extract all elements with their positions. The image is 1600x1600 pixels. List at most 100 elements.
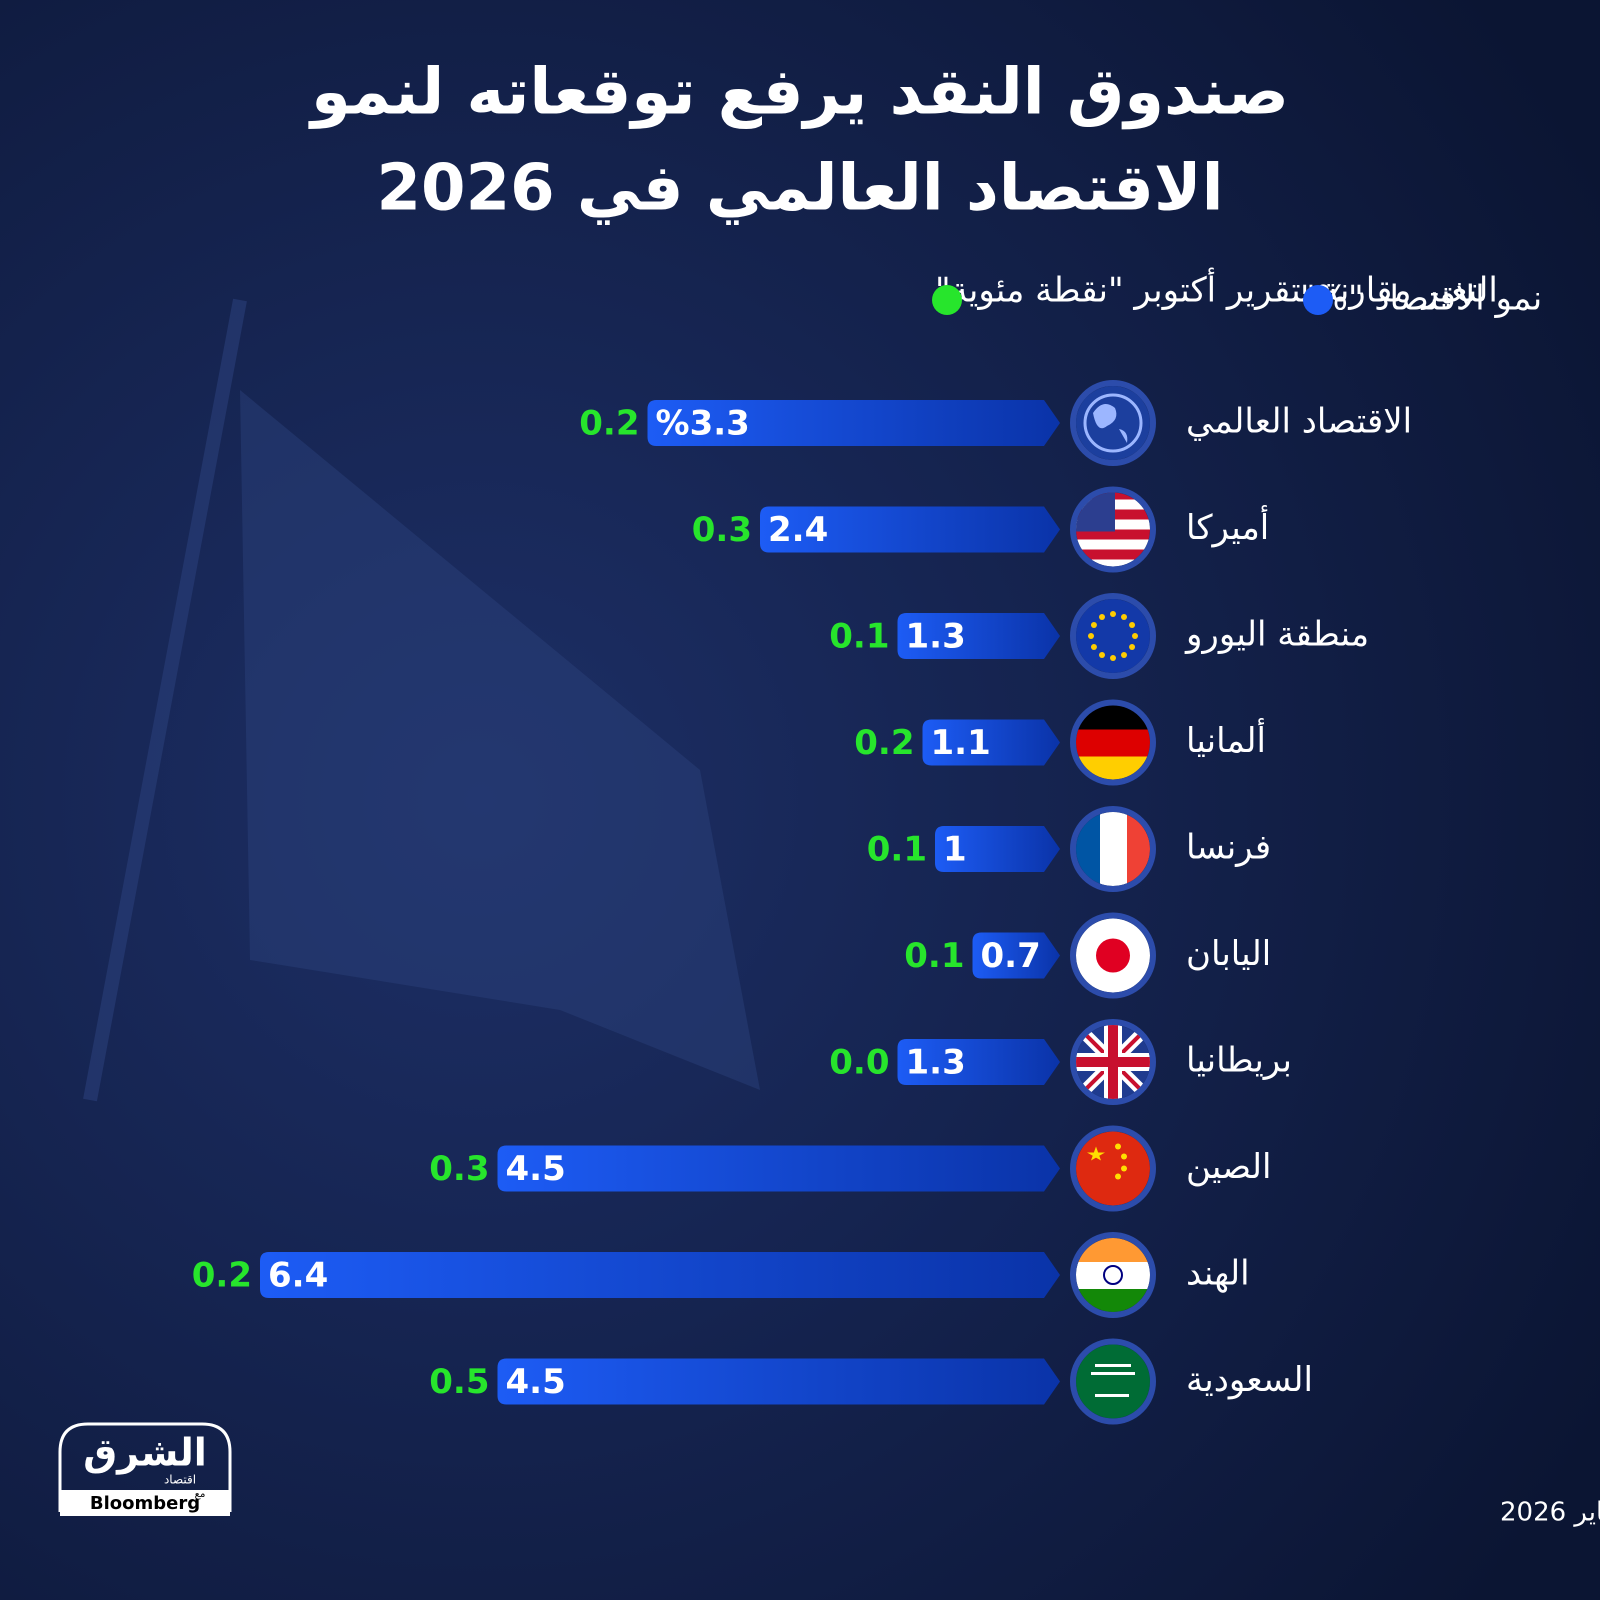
logo-partner: Bloomberg [90, 1493, 200, 1514]
flag-fill [1076, 386, 1150, 460]
change-label: 0.3 [429, 1149, 489, 1189]
flag-icon [1070, 699, 1156, 786]
flag-icon [1070, 806, 1156, 892]
category-label: اليابان [1186, 934, 1271, 974]
logo-with: مع [195, 1489, 206, 1500]
source-note: المصدر: بيانات صندوق النقد الدولي مراجعة… [1500, 1498, 1600, 1528]
flag-fill [1076, 918, 1150, 993]
flag-part [1099, 652, 1105, 659]
bar-value-label: 1.3 [906, 1043, 966, 1083]
bar [760, 506, 1060, 553]
change-label: 0.0 [829, 1043, 889, 1083]
logo-sub: اقتصاد [164, 1473, 196, 1487]
flag-ring [1070, 380, 1156, 466]
flag-ring [1070, 1125, 1156, 1212]
flag-part [1103, 1265, 1123, 1285]
flag-part [1091, 1364, 1135, 1397]
change-label: 0.3 [692, 510, 752, 550]
flag-part [1132, 633, 1138, 639]
bar [260, 1252, 1060, 1298]
flag-part [1099, 613, 1105, 620]
category-label: منطقة اليورو [1184, 615, 1369, 655]
flag-part [1088, 633, 1094, 639]
flag-part [1121, 652, 1127, 659]
change-label: 0.1 [904, 936, 964, 976]
flag-fill [1076, 599, 1150, 673]
bar-value-label: 4.5 [506, 1149, 566, 1189]
flag-fill [1076, 492, 1150, 567]
flag-part [1076, 529, 1150, 540]
flag-part [1090, 644, 1097, 650]
flag-ring [1070, 1338, 1156, 1425]
flag-part [1121, 1153, 1127, 1160]
bar [922, 719, 1060, 766]
flag-part [1110, 655, 1116, 661]
flag-part [1076, 539, 1150, 550]
legend: نمو الاقتصاد "%" التغير مقارنة بتقرير أك… [935, 268, 1542, 319]
bar-value-label: 1.3 [906, 617, 966, 657]
flag-icon [1070, 912, 1156, 999]
flag-part [1083, 393, 1143, 453]
flag-part [1076, 1131, 1150, 1206]
bar-value-label: 2.4 [768, 510, 828, 550]
flag-icon [1070, 1232, 1156, 1318]
flag-part [1127, 812, 1150, 886]
change-label: 0.2 [579, 404, 639, 444]
flag-fill [1076, 812, 1150, 886]
flag-icon [1070, 593, 1156, 679]
flag-ring [1070, 1019, 1156, 1105]
flag-icon [1070, 1338, 1156, 1425]
flag-backdrop [240, 390, 760, 1090]
flag-part [1110, 611, 1116, 617]
flag-part [1090, 622, 1097, 628]
bar-value-label: 1.1 [931, 723, 991, 763]
flag-part [1100, 812, 1127, 886]
bar [497, 1145, 1060, 1192]
bar [972, 932, 1060, 979]
bar [497, 1358, 1060, 1405]
category-label: بريطانيا [1186, 1041, 1292, 1081]
flag-icon [1070, 380, 1156, 466]
legend-label: التغير مقارنة بتقرير أكتوبر "نقطة مئوية" [935, 268, 1498, 311]
bar-value-label: 6.4 [268, 1256, 328, 1296]
flag-part [1076, 549, 1150, 560]
chart-title: الاقتصاد العالمي في 2026 [377, 152, 1224, 226]
flag-fill [1076, 1131, 1150, 1206]
flag-part [1129, 622, 1136, 628]
category-label: الاقتصاد العالمي [1186, 402, 1412, 442]
flag-icon [1070, 1125, 1156, 1212]
legend-marker [932, 285, 962, 315]
flag-part [1121, 613, 1127, 620]
flag-fill [1076, 1344, 1150, 1419]
flag-ring [1070, 593, 1156, 679]
flag-part [1096, 938, 1130, 973]
bar-value-label: 0.7 [981, 936, 1041, 976]
flag-pole [83, 298, 247, 1102]
flag-ring [1070, 1232, 1156, 1318]
flag-part [1129, 644, 1136, 650]
change-label: 0.1 [867, 830, 927, 870]
category-label: ألمانيا [1186, 718, 1266, 761]
bar-value-label: 1 [943, 830, 967, 870]
flag-ring [1070, 912, 1156, 999]
flag-part [1076, 386, 1150, 460]
bar-value-label: 4.5 [506, 1362, 566, 1402]
flag-icon [1070, 1019, 1156, 1105]
flag-part [1093, 404, 1128, 443]
category-label: فرنسا [1186, 828, 1271, 868]
category-label: السعودية [1186, 1360, 1313, 1400]
legend-label: نمو الاقتصاد "%" [1300, 279, 1542, 319]
logo-frame [58, 1422, 232, 1512]
chart-title: صندوق النقد يرفع توقعاته لنمو [308, 56, 1289, 130]
flag-part [1076, 729, 1150, 757]
flag-part [1076, 756, 1150, 780]
logo-strip [60, 1490, 230, 1516]
bar [897, 1039, 1060, 1085]
flag-part [1115, 1173, 1121, 1180]
flag-ring [1070, 486, 1156, 573]
category-label: الهند [1186, 1254, 1250, 1294]
bar [647, 400, 1060, 446]
logo: الشرق اقتصاد مع Bloomberg [58, 1422, 232, 1516]
